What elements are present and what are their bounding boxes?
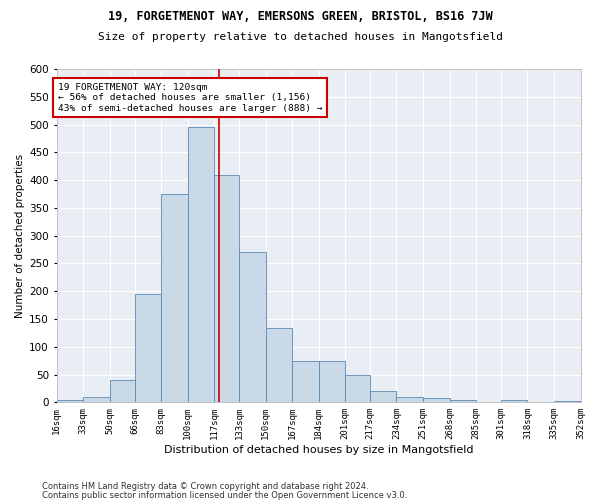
Bar xyxy=(161,194,188,402)
Bar xyxy=(370,391,397,402)
Bar xyxy=(319,360,345,403)
Bar xyxy=(110,380,134,402)
Bar xyxy=(83,397,110,402)
Bar xyxy=(554,401,581,402)
Bar xyxy=(345,374,370,402)
Bar xyxy=(239,252,266,402)
Bar xyxy=(134,294,161,403)
Bar xyxy=(501,400,527,402)
Text: Contains HM Land Registry data © Crown copyright and database right 2024.: Contains HM Land Registry data © Crown c… xyxy=(42,482,368,491)
Bar xyxy=(266,328,292,402)
Bar xyxy=(56,400,83,402)
Y-axis label: Number of detached properties: Number of detached properties xyxy=(15,154,25,318)
Bar xyxy=(423,398,449,402)
Text: Contains public sector information licensed under the Open Government Licence v3: Contains public sector information licen… xyxy=(42,490,407,500)
Bar xyxy=(214,174,239,402)
Bar xyxy=(449,400,476,402)
X-axis label: Distribution of detached houses by size in Mangotsfield: Distribution of detached houses by size … xyxy=(164,445,473,455)
Text: Size of property relative to detached houses in Mangotsfield: Size of property relative to detached ho… xyxy=(97,32,503,42)
Text: 19, FORGETMENOT WAY, EMERSONS GREEN, BRISTOL, BS16 7JW: 19, FORGETMENOT WAY, EMERSONS GREEN, BRI… xyxy=(107,10,493,23)
Text: 19 FORGETMENOT WAY: 120sqm
← 56% of detached houses are smaller (1,156)
43% of s: 19 FORGETMENOT WAY: 120sqm ← 56% of deta… xyxy=(58,83,323,112)
Bar xyxy=(397,397,423,402)
Bar xyxy=(292,360,319,403)
Bar xyxy=(188,128,214,402)
